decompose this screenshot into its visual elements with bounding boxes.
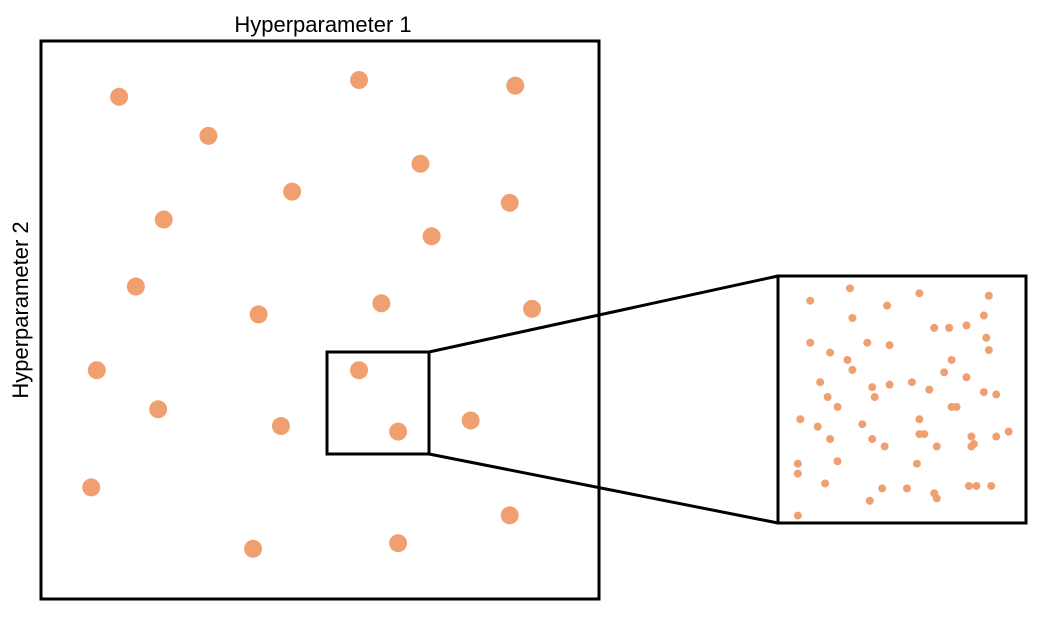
search-space-frame bbox=[39, 39, 601, 601]
zoomed-search-point bbox=[984, 291, 993, 300]
zoomed-search-point bbox=[915, 415, 924, 424]
search-point bbox=[87, 361, 106, 380]
zoomed-search-point bbox=[863, 338, 872, 347]
zoomed-search-point bbox=[962, 373, 971, 382]
zoomed-search-point bbox=[902, 484, 911, 493]
search-point bbox=[500, 506, 519, 525]
search-point bbox=[389, 422, 408, 441]
zoomed-search-point bbox=[845, 284, 854, 293]
zoomed-search-point bbox=[821, 479, 830, 488]
zoomed-search-point bbox=[796, 415, 805, 424]
zoomed-search-point bbox=[885, 380, 894, 389]
search-point bbox=[82, 478, 101, 497]
search-point bbox=[350, 361, 369, 380]
zoomed-search-point bbox=[843, 355, 852, 364]
zoomed-search-point bbox=[848, 313, 857, 322]
search-point bbox=[199, 126, 218, 145]
zoomed-search-point bbox=[967, 442, 976, 451]
zoomed-search-point bbox=[947, 355, 956, 364]
zoomed-search-point bbox=[964, 481, 973, 490]
search-point bbox=[283, 182, 302, 201]
zoomed-search-point bbox=[806, 338, 815, 347]
zoomed-search-point bbox=[987, 481, 996, 490]
zoomed-view-points bbox=[793, 284, 1013, 520]
zoomed-search-point bbox=[930, 323, 939, 332]
zoomed-search-point bbox=[940, 368, 949, 377]
zoomed-search-point bbox=[793, 469, 802, 478]
zoomed-search-point bbox=[826, 348, 835, 357]
zoomed-search-point bbox=[833, 457, 842, 466]
zoomed-search-point bbox=[880, 442, 889, 451]
zoomed-search-point bbox=[982, 333, 991, 342]
zoomed-search-point bbox=[865, 496, 874, 505]
zoomed-search-point bbox=[979, 388, 988, 397]
zoomed-search-point bbox=[868, 383, 877, 392]
search-point bbox=[154, 210, 173, 229]
zoomed-search-point bbox=[885, 341, 894, 350]
zoomed-search-point bbox=[992, 432, 1001, 441]
x-axis-label: Hyperparameter 1 bbox=[234, 12, 411, 37]
zoomed-search-point bbox=[883, 301, 892, 310]
zoomed-search-point bbox=[932, 442, 941, 451]
zoomed-search-point bbox=[833, 402, 842, 411]
zoomed-search-point bbox=[823, 393, 832, 402]
search-point bbox=[244, 539, 263, 558]
search-point bbox=[126, 277, 145, 296]
search-point bbox=[249, 305, 268, 324]
search-point bbox=[372, 294, 391, 313]
zoomed-search-point bbox=[920, 430, 929, 439]
search-point bbox=[389, 534, 408, 553]
zoomed-search-point bbox=[813, 422, 822, 431]
zoomed-search-point bbox=[915, 289, 924, 298]
search-space-points bbox=[82, 71, 542, 558]
zoomed-search-point bbox=[912, 459, 921, 468]
zoomed-search-point bbox=[1004, 427, 1013, 436]
zoomed-search-point bbox=[793, 511, 802, 520]
zoomed-search-point bbox=[878, 484, 887, 493]
zoomed-search-point bbox=[962, 321, 971, 330]
zoomed-search-point bbox=[984, 346, 993, 355]
zoomed-search-point bbox=[967, 432, 976, 441]
zoomed-search-point bbox=[848, 365, 857, 374]
zoomed-search-point bbox=[870, 393, 879, 402]
zoomed-search-point bbox=[907, 378, 916, 387]
search-point bbox=[271, 417, 290, 436]
zoomed-search-point bbox=[925, 385, 934, 394]
search-point bbox=[506, 76, 525, 95]
y-axis-label: Hyperparameter 2 bbox=[8, 221, 33, 398]
search-point bbox=[411, 154, 430, 173]
zoomed-search-point bbox=[992, 390, 1001, 399]
zoomed-search-point bbox=[979, 311, 988, 320]
zoomed-search-point bbox=[868, 435, 877, 444]
zoomed-search-point bbox=[793, 459, 802, 468]
zoomed-search-point bbox=[816, 378, 825, 387]
search-point bbox=[523, 299, 542, 318]
zoom-connector-bottom bbox=[428, 452, 779, 525]
zoom-connector-top bbox=[428, 274, 779, 354]
search-point bbox=[149, 400, 168, 419]
search-point bbox=[422, 227, 441, 246]
search-point bbox=[461, 411, 480, 430]
zoomed-search-point bbox=[806, 296, 815, 305]
zoomed-search-point bbox=[826, 435, 835, 444]
search-point bbox=[110, 87, 129, 106]
zoomed-search-point bbox=[932, 494, 941, 503]
search-point bbox=[350, 71, 369, 90]
zoomed-search-point bbox=[858, 420, 867, 429]
zoomed-search-point bbox=[972, 481, 981, 490]
zoomed-search-point bbox=[945, 323, 954, 332]
zoomed-search-point bbox=[952, 402, 961, 411]
zoom-region bbox=[325, 350, 431, 456]
search-point bbox=[500, 193, 519, 212]
